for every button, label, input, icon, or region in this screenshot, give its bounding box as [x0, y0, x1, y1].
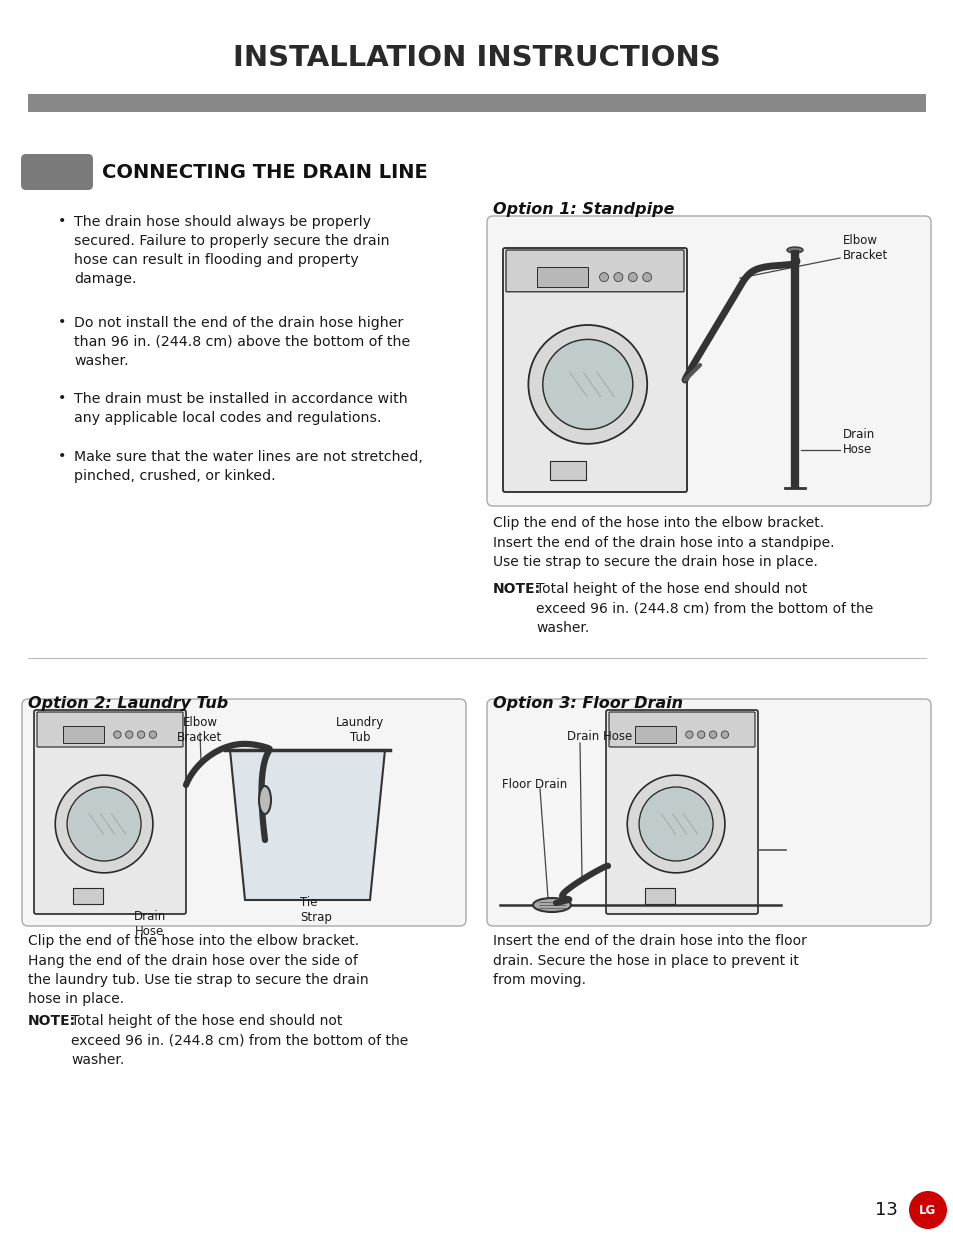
Text: Drain
Hose: Drain Hose — [842, 429, 874, 456]
Text: Elbow
Bracket: Elbow Bracket — [842, 233, 887, 262]
Circle shape — [685, 731, 693, 739]
Text: Elbow
Bracket: Elbow Bracket — [177, 716, 222, 743]
FancyBboxPatch shape — [502, 248, 686, 492]
Text: 13: 13 — [874, 1200, 897, 1219]
Circle shape — [126, 731, 132, 739]
Text: Clip the end of the hose into the elbow bracket.
Hang the end of the drain hose : Clip the end of the hose into the elbow … — [28, 934, 368, 1007]
Text: Option 1: Standpipe: Option 1: Standpipe — [493, 203, 674, 217]
FancyBboxPatch shape — [486, 216, 930, 506]
Circle shape — [720, 731, 728, 739]
Text: Floor Drain: Floor Drain — [501, 778, 567, 790]
Text: CONNECTING THE DRAIN LINE: CONNECTING THE DRAIN LINE — [102, 163, 427, 182]
Text: Drain
Hose: Drain Hose — [133, 910, 166, 939]
Bar — [73, 888, 103, 904]
Text: Tie
Strap: Tie Strap — [299, 897, 332, 924]
FancyBboxPatch shape — [605, 710, 758, 914]
Circle shape — [55, 776, 152, 873]
Text: Insert the end of the drain hose into the floor
drain. Secure the hose in place : Insert the end of the drain hose into th… — [493, 934, 806, 987]
Text: LG: LG — [919, 1203, 936, 1216]
Circle shape — [709, 731, 716, 739]
Ellipse shape — [258, 785, 271, 814]
Text: Drain Hose: Drain Hose — [566, 730, 632, 743]
FancyBboxPatch shape — [34, 710, 186, 914]
Text: Do not install the end of the drain hose higher
than 96 in. (244.8 cm) above the: Do not install the end of the drain hose… — [74, 316, 410, 368]
Text: NOTE:: NOTE: — [28, 1014, 76, 1028]
Circle shape — [908, 1191, 946, 1229]
Text: •: • — [58, 214, 67, 228]
Text: NOTE:: NOTE: — [493, 582, 540, 597]
Bar — [550, 461, 585, 480]
Circle shape — [113, 731, 121, 739]
Circle shape — [598, 273, 608, 282]
Ellipse shape — [533, 898, 571, 911]
Bar — [63, 726, 104, 743]
Circle shape — [542, 340, 632, 430]
Circle shape — [614, 273, 622, 282]
Ellipse shape — [786, 247, 802, 253]
Text: Total height of the hose end should not
exceed 96 in. (244.8 cm) from the bottom: Total height of the hose end should not … — [71, 1014, 408, 1067]
Text: Laundry
Tub: Laundry Tub — [335, 716, 384, 743]
Text: Option 3: Floor Drain: Option 3: Floor Drain — [493, 697, 682, 711]
Circle shape — [639, 787, 712, 861]
FancyBboxPatch shape — [37, 713, 183, 747]
Text: The drain hose should always be properly
secured. Failure to properly secure the: The drain hose should always be properly… — [74, 215, 389, 285]
Circle shape — [626, 776, 724, 873]
Text: Make sure that the water lines are not stretched,
pinched, crushed, or kinked.: Make sure that the water lines are not s… — [74, 450, 422, 483]
FancyBboxPatch shape — [608, 713, 754, 747]
Bar — [537, 267, 587, 288]
Circle shape — [528, 325, 646, 443]
Polygon shape — [230, 750, 385, 900]
FancyBboxPatch shape — [21, 154, 92, 190]
Text: Total height of the hose end should not
exceed 96 in. (244.8 cm) from the bottom: Total height of the hose end should not … — [536, 582, 872, 635]
FancyBboxPatch shape — [22, 699, 465, 926]
FancyBboxPatch shape — [28, 94, 925, 112]
Circle shape — [642, 273, 651, 282]
Text: The drain must be installed in accordance with
any applicable local codes and re: The drain must be installed in accordanc… — [74, 391, 407, 425]
Text: •: • — [58, 315, 67, 329]
FancyBboxPatch shape — [505, 249, 683, 291]
Bar — [644, 888, 674, 904]
Text: •: • — [58, 450, 67, 463]
Circle shape — [628, 273, 637, 282]
Bar — [634, 726, 676, 743]
Circle shape — [149, 731, 156, 739]
Text: INSTALLATION INSTRUCTIONS: INSTALLATION INSTRUCTIONS — [233, 44, 720, 72]
Text: Clip the end of the hose into the elbow bracket.
Insert the end of the drain hos: Clip the end of the hose into the elbow … — [493, 516, 834, 569]
Text: Option 2: Laundry Tub: Option 2: Laundry Tub — [28, 697, 228, 711]
FancyBboxPatch shape — [486, 699, 930, 926]
Circle shape — [697, 731, 704, 739]
Circle shape — [67, 787, 141, 861]
Circle shape — [137, 731, 145, 739]
Text: •: • — [58, 391, 67, 405]
